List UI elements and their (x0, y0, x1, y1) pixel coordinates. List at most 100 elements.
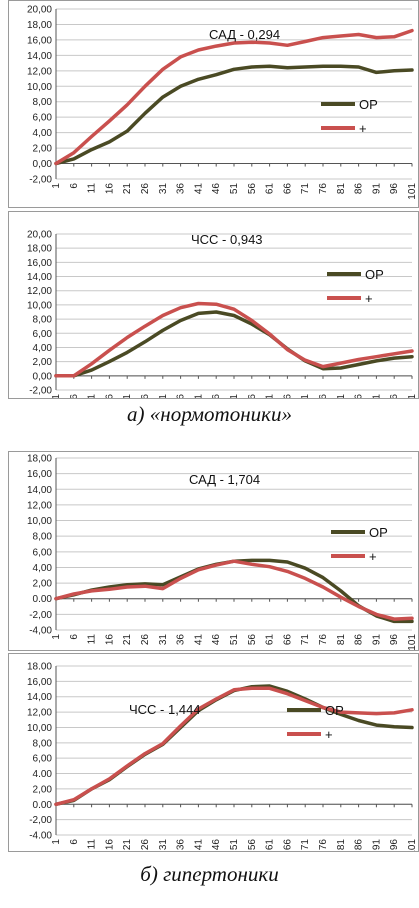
chart-panel-hyper-sad: 18,00 16,00 14,00 12,00 10,00 8,00 6,00 4,00 2,0… (8, 451, 419, 651)
y-tick-label: 18,00 (27, 454, 52, 465)
legend-label-plus: + (369, 549, 377, 564)
x-tick-label: 16 (104, 183, 115, 195)
series-line-plus (54, 559, 414, 621)
series-line-plus (54, 686, 414, 807)
y-tick-label: 10,00 (27, 82, 52, 93)
x-tick-label: 96 (389, 839, 400, 851)
y-tick-label: 14,00 (27, 485, 52, 496)
y-tick-label: 4,00 (33, 128, 53, 139)
chart-title: САД - 0,294 (209, 27, 280, 42)
x-tick-label: 91 (371, 183, 382, 195)
y-tick-label: 8,00 (33, 532, 53, 543)
x-tick-label: 6 (69, 183, 80, 189)
y-tick-label: 6,00 (33, 754, 53, 765)
x-tick-label: 91 (371, 394, 382, 398)
x-tick-label: 31 (158, 394, 169, 398)
legend-label-op: ОР (365, 267, 384, 282)
x-tick-label: 81 (336, 839, 347, 851)
x-tick-label: 41 (193, 634, 204, 646)
x-tick-label: 1 (51, 839, 62, 845)
x-tick-label: 51 (229, 839, 240, 851)
x-tick-label: 36 (176, 634, 187, 646)
y-tick-label: -4,00 (29, 626, 52, 637)
y-tick-label: -2,00 (29, 815, 52, 826)
x-tick-label: 71 (300, 394, 311, 398)
y-tick-label: 0,00 (33, 159, 53, 170)
chart-panel-normo-chss: 20,00 18,00 16,00 14,00 12,00 10,00 8,00 6,00 4,… (8, 211, 419, 399)
y-tick-label: 16,00 (27, 469, 52, 480)
series-line-plus (54, 28, 414, 166)
x-tick-label: 81 (336, 394, 347, 398)
y-tick-label: 16,00 (27, 677, 52, 688)
x-tick-label: 16 (104, 839, 115, 851)
x-tick-label: 96 (389, 394, 400, 398)
y-tick-label: 0.00 (33, 594, 53, 605)
x-tick-label: 61 (265, 634, 276, 646)
y-tick-label: 14,00 (27, 272, 52, 283)
y-tick-label: 8,00 (33, 738, 53, 749)
y-tick-label: 18.00 (27, 662, 52, 673)
y-tick-label: 10,00 (27, 300, 52, 311)
x-tick-label: 26 (140, 634, 151, 646)
x-tick-label: 21 (122, 634, 133, 646)
x-tick-label: 86 (354, 634, 365, 646)
y-tick-label: 12,00 (27, 500, 52, 511)
chart-title: ЧСС - 0,943 (191, 232, 263, 247)
x-tick-label: 86 (354, 183, 365, 195)
series-line-plus (54, 301, 414, 378)
y-tick-label: 2,00 (33, 579, 53, 590)
x-tick-label: 46 (211, 839, 222, 851)
x-tick-label: 101 (407, 183, 418, 200)
caption-hyper: б) гипертоники (140, 862, 279, 886)
x-tick-label: 21 (122, 839, 133, 851)
chart-svg-hyper-chss: 18.00 16,00 14,00 12,00 10,00 8,00 6,00 4.00 2,0… (27, 662, 418, 852)
y-tick-label: 8,00 (33, 315, 53, 326)
chart-title: САД - 1,704 (189, 472, 260, 487)
x-tick-label: 36 (176, 394, 187, 398)
x-tick-label: 71 (300, 839, 311, 851)
x-tick-label: 61 (265, 394, 276, 398)
y-tick-label: 2,00 (33, 784, 53, 795)
y-tick-label: 12,00 (27, 66, 52, 77)
series-line-op (54, 310, 414, 378)
x-tick-label: 96 (389, 183, 400, 195)
x-tick-label: 61 (265, 839, 276, 851)
y-tick-label: 18,00 (27, 20, 52, 31)
x-tick-label: 21 (122, 183, 133, 195)
y-tick-label: 14,00 (27, 51, 52, 62)
legend-label-op: ОР (359, 97, 378, 112)
x-tick-label: 6 (69, 634, 80, 640)
y-tick-label: 0,00 (33, 371, 53, 382)
x-tick-label: 101 (407, 394, 418, 398)
x-tick-label: 76 (318, 394, 329, 398)
x-tick-label: 16 (104, 634, 115, 646)
x-tick-label: 41 (193, 183, 204, 195)
y-tick-label: -2,00 (29, 610, 52, 621)
x-tick-label: 51 (229, 634, 240, 646)
x-tick-label: 86 (354, 839, 365, 851)
x-tick-label: 101 (407, 839, 418, 851)
x-tick-label: 56 (247, 634, 258, 646)
x-tick-label: 91 (371, 634, 382, 646)
y-tick-label: -2,00 (29, 175, 52, 186)
y-tick-label: 12,00 (27, 286, 52, 297)
x-tick-label: 66 (282, 839, 293, 851)
x-tick-label: 1 (51, 394, 62, 398)
y-tick-label: 16,00 (27, 35, 52, 46)
x-tick-label: 16 (104, 394, 115, 398)
x-tick-label: 91 (371, 839, 382, 851)
legend-label-plus: + (325, 727, 333, 742)
y-tick-label: 4,00 (33, 343, 53, 354)
y-tick-label: 18,00 (27, 244, 52, 255)
series-line-op (54, 64, 414, 166)
x-tick-label: 76 (318, 839, 329, 851)
x-tick-label: 36 (176, 183, 187, 195)
chart-title: ЧСС - 1,444 (129, 702, 201, 717)
y-tick-label: 20,00 (27, 230, 52, 241)
x-tick-label: 11 (87, 839, 98, 850)
y-tick-label: 6,00 (33, 113, 53, 124)
x-tick-label: 31 (158, 183, 169, 195)
x-tick-label: 96 (389, 634, 400, 646)
caption-normo: а) «нормотоники» (127, 402, 292, 426)
x-tick-label: 51 (229, 394, 240, 398)
